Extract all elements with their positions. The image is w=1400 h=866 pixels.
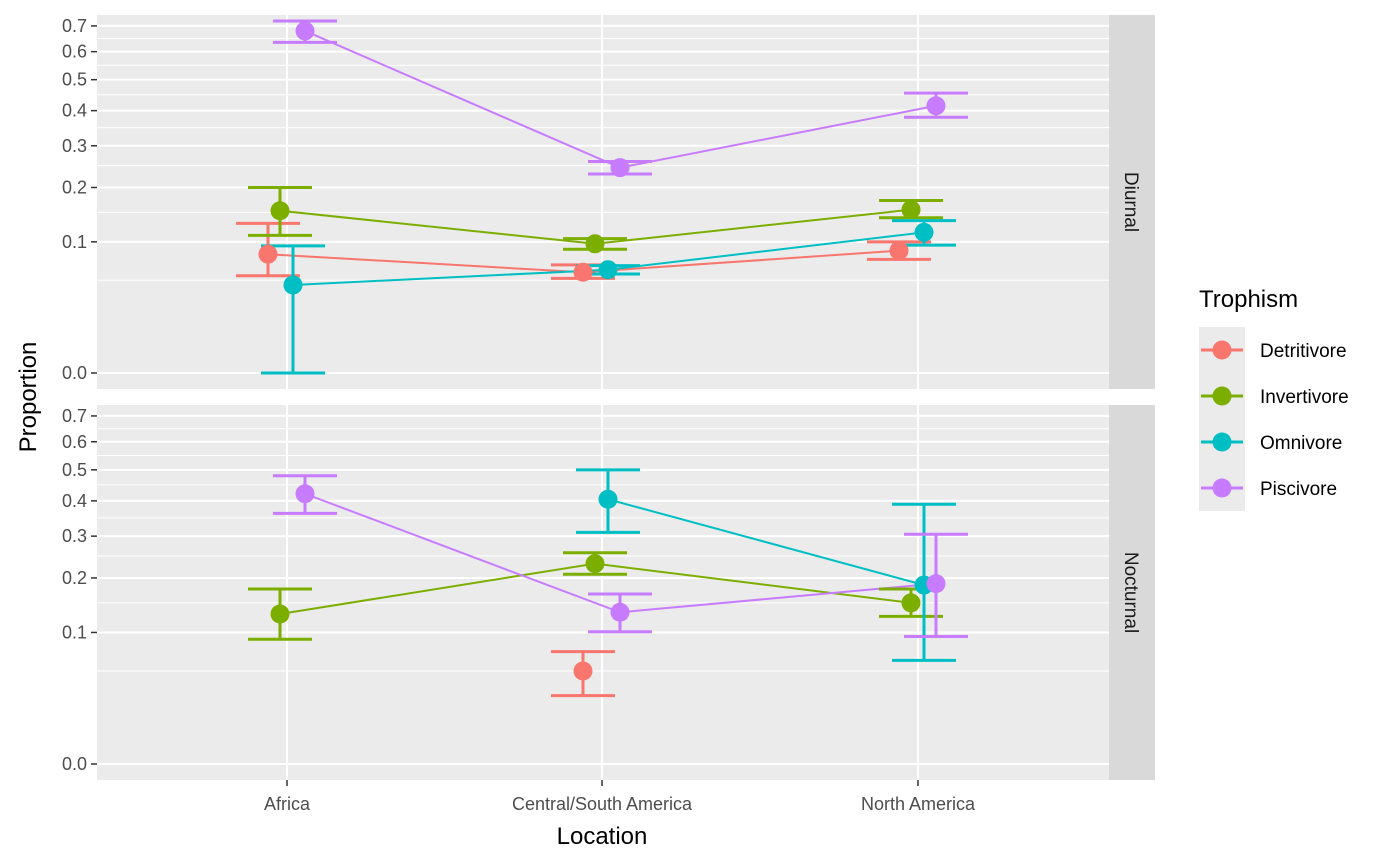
strip-label: Diurnal (1120, 172, 1141, 232)
y-tick-label: 0.2 (62, 177, 87, 197)
data-point-piscivore (610, 602, 630, 622)
legend-entry-invertivore: Invertivore (1199, 373, 1349, 419)
legend-key-point (1212, 432, 1232, 452)
y-axis-title: Proportion (15, 342, 42, 453)
y-tick-label: 0.5 (62, 70, 87, 90)
data-point-invertivore (585, 554, 605, 574)
strip-label: Nocturnal (1120, 552, 1141, 633)
data-point-omnivore (598, 489, 618, 509)
x-tick-label: Africa (264, 794, 311, 814)
data-point-invertivore (585, 234, 605, 254)
legend: Trophism Detritivore Invertivore Omnivore Pi… (1199, 286, 1349, 511)
y-tick-label: 0.7 (62, 406, 87, 426)
legend-key-point (1212, 386, 1232, 406)
data-point-invertivore (270, 604, 290, 624)
series-line-omnivore (607, 498, 925, 587)
x-tick-label: North America (861, 794, 976, 814)
series-group (248, 468, 968, 698)
data-point-invertivore (270, 201, 290, 221)
legend-key-point (1212, 478, 1232, 498)
data-point-piscivore (610, 158, 630, 178)
data-point-omnivore (598, 260, 618, 280)
data-point-piscivore (295, 21, 315, 41)
data-point-piscivore (926, 96, 946, 116)
data-point-omnivore (283, 275, 303, 295)
y-tick-label: 0.1 (62, 622, 87, 642)
panel-diurnal: 0.0 0.1 0.2 0.3 0.4 0.5 0.6 0.7 Diurnal (62, 15, 1155, 389)
legend-label: Invertivore (1260, 387, 1349, 408)
legend-entry-piscivore: Piscivore (1199, 465, 1337, 511)
y-tick-label: 0.7 (62, 16, 87, 36)
data-point-omnivore (914, 222, 934, 242)
strip-background (1109, 15, 1155, 389)
strip-background (1109, 405, 1155, 780)
data-point-detritivore (573, 262, 593, 282)
legend-key-point (1212, 340, 1232, 360)
x-axis: Africa Central/South America North America (264, 780, 976, 814)
y-tick-label: 0.5 (62, 460, 87, 480)
legend-entry-omnivore: Omnivore (1199, 419, 1342, 465)
x-axis-title: Location (557, 823, 648, 850)
y-tick-label: 0.6 (62, 42, 87, 62)
legend-label: Piscivore (1260, 479, 1337, 500)
data-point-invertivore (901, 200, 921, 220)
y-tick-label: 0.6 (62, 432, 87, 452)
legend-entry-detritivore: Detritivore (1199, 327, 1347, 373)
data-point-detritivore (258, 244, 278, 264)
x-tick-label: Central/South America (512, 794, 693, 814)
y-tick-label: 0.1 (62, 232, 87, 252)
data-point-piscivore (926, 574, 946, 594)
y-tick-label: 0.3 (62, 526, 87, 546)
panels: 0.0 0.1 0.2 0.3 0.4 0.5 0.6 0.7 Diurnal 0.0 0.1 0.2… (62, 15, 1155, 814)
series-group (236, 19, 968, 375)
y-tick-label: 0.0 (62, 754, 87, 774)
legend-title: Trophism (1199, 286, 1298, 313)
y-tick-label: 0.0 (62, 363, 87, 383)
panel-nocturnal: 0.0 0.1 0.2 0.3 0.4 0.5 0.6 0.7 Nocturnal (62, 405, 1155, 780)
y-tick-label: 0.4 (62, 491, 87, 511)
y-tick-label: 0.4 (62, 101, 87, 121)
data-point-piscivore (295, 484, 315, 504)
data-point-detritivore (573, 661, 593, 681)
legend-label: Omnivore (1260, 433, 1342, 454)
data-point-detritivore (889, 241, 909, 261)
data-point-invertivore (901, 593, 921, 613)
legend-label: Detritivore (1260, 341, 1347, 362)
y-tick-label: 0.2 (62, 568, 87, 588)
y-tick-label: 0.3 (62, 136, 87, 156)
